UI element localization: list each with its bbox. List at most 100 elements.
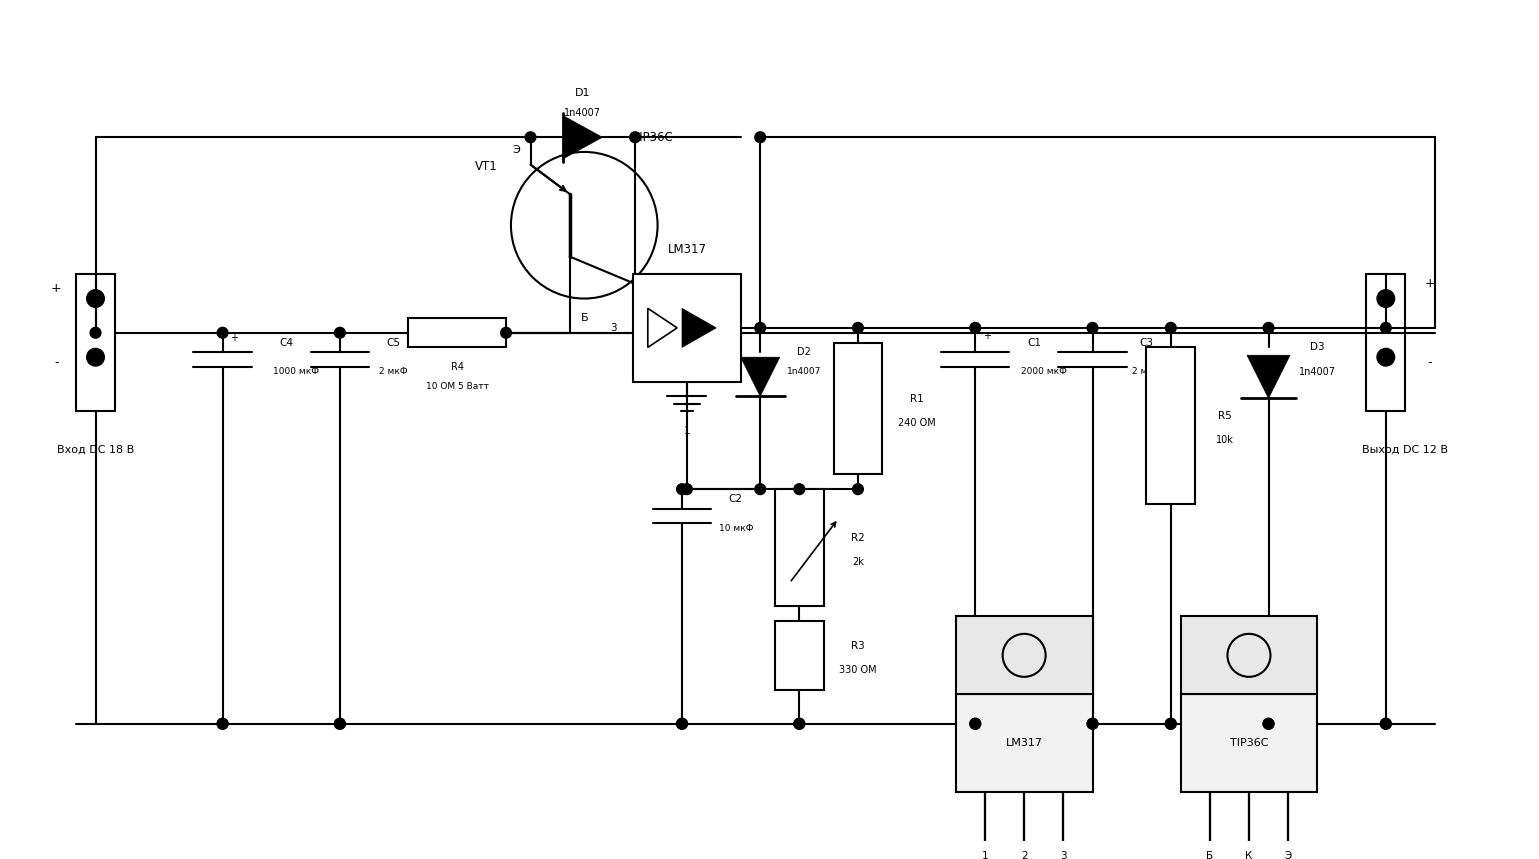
Circle shape — [1264, 718, 1274, 729]
Text: +: + — [983, 331, 991, 341]
Text: LM317: LM317 — [1005, 739, 1042, 748]
Text: +: + — [231, 332, 239, 343]
Bar — [1180, 616, 1317, 694]
Text: VT1: VT1 — [476, 160, 499, 173]
Circle shape — [853, 322, 863, 333]
Polygon shape — [740, 357, 780, 396]
Circle shape — [1377, 349, 1394, 366]
Bar — [956, 616, 1093, 694]
Circle shape — [91, 327, 102, 338]
Circle shape — [1087, 718, 1097, 729]
Text: 1n4007: 1n4007 — [786, 368, 822, 376]
Circle shape — [1380, 718, 1391, 729]
Circle shape — [334, 718, 345, 729]
Text: R3: R3 — [851, 641, 865, 650]
Text: R5: R5 — [1217, 411, 1231, 421]
Text: Вход DC 18 В: Вход DC 18 В — [57, 445, 134, 455]
Text: -: - — [54, 356, 58, 369]
Circle shape — [970, 322, 980, 333]
Circle shape — [334, 327, 345, 338]
Bar — [75, 274, 115, 411]
Text: C4: C4 — [279, 338, 292, 348]
Circle shape — [1165, 322, 1176, 333]
Bar — [1147, 347, 1196, 504]
Bar — [774, 489, 823, 606]
Circle shape — [629, 132, 640, 143]
Circle shape — [682, 484, 693, 495]
Text: D3: D3 — [1310, 343, 1325, 352]
Text: TIP36C: TIP36C — [633, 131, 673, 143]
Text: Б: Б — [1207, 850, 1213, 859]
Text: 3: 3 — [611, 323, 617, 333]
Circle shape — [86, 289, 105, 308]
Text: LM317: LM317 — [668, 243, 706, 256]
Circle shape — [754, 322, 765, 333]
Text: +: + — [51, 283, 62, 295]
Circle shape — [217, 718, 228, 729]
Text: 10 ОМ 5 Ватт: 10 ОМ 5 Ватт — [426, 382, 489, 391]
Bar — [408, 318, 506, 347]
Circle shape — [217, 327, 228, 338]
Circle shape — [1377, 289, 1394, 308]
Circle shape — [1087, 322, 1097, 333]
Circle shape — [853, 484, 863, 495]
Polygon shape — [1247, 356, 1290, 399]
Text: 1: 1 — [683, 425, 689, 436]
Text: C5: C5 — [386, 338, 400, 348]
Circle shape — [754, 132, 765, 143]
Circle shape — [1087, 718, 1097, 729]
Circle shape — [677, 484, 688, 495]
Text: 10 мкФ: 10 мкФ — [719, 524, 753, 533]
Polygon shape — [682, 308, 716, 347]
Circle shape — [677, 718, 688, 729]
Text: 2: 2 — [757, 323, 763, 333]
Bar — [1180, 694, 1317, 792]
Circle shape — [525, 132, 536, 143]
Circle shape — [794, 718, 805, 729]
Text: 1n4007: 1n4007 — [565, 108, 602, 118]
Text: R2: R2 — [851, 533, 865, 543]
Text: 2: 2 — [1020, 850, 1028, 859]
Circle shape — [794, 718, 805, 729]
Text: C2: C2 — [729, 494, 743, 504]
Text: C3: C3 — [1139, 338, 1153, 348]
Text: D2: D2 — [797, 347, 811, 357]
Text: 240 ОМ: 240 ОМ — [897, 418, 936, 428]
Bar — [1367, 274, 1405, 411]
Text: C1: C1 — [1027, 338, 1040, 348]
Text: D1: D1 — [576, 88, 591, 98]
Text: 2 мкФ: 2 мкФ — [1133, 368, 1160, 376]
Circle shape — [86, 349, 105, 366]
Text: 3: 3 — [1060, 850, 1067, 859]
Circle shape — [1165, 718, 1176, 729]
Polygon shape — [563, 116, 602, 159]
Text: Э: Э — [512, 145, 520, 155]
Text: +: + — [1425, 277, 1434, 290]
Text: К: К — [656, 294, 663, 303]
Bar — [956, 694, 1093, 792]
Circle shape — [1264, 322, 1274, 333]
Bar — [633, 274, 740, 381]
Circle shape — [217, 718, 228, 729]
Text: R4: R4 — [451, 362, 463, 372]
Circle shape — [970, 718, 980, 729]
Circle shape — [500, 327, 511, 338]
Circle shape — [677, 718, 688, 729]
Text: 1000 мкФ: 1000 мкФ — [272, 368, 319, 376]
Text: Выход DC 12 В: Выход DC 12 В — [1362, 445, 1448, 455]
Text: -: - — [1428, 356, 1433, 369]
Text: 2000 мкФ: 2000 мкФ — [1020, 368, 1067, 376]
Circle shape — [334, 718, 345, 729]
Text: 10k: 10k — [1216, 436, 1233, 445]
Text: К: К — [1245, 850, 1253, 859]
Circle shape — [1380, 322, 1391, 333]
Text: 2k: 2k — [853, 557, 863, 568]
Text: Э: Э — [1285, 850, 1291, 859]
Text: 1: 1 — [982, 850, 988, 859]
Bar — [834, 343, 882, 474]
Circle shape — [1380, 718, 1391, 729]
Bar — [774, 621, 823, 690]
Circle shape — [754, 484, 765, 495]
Text: 330 ОМ: 330 ОМ — [839, 665, 877, 675]
Text: TIP36C: TIP36C — [1230, 739, 1268, 748]
